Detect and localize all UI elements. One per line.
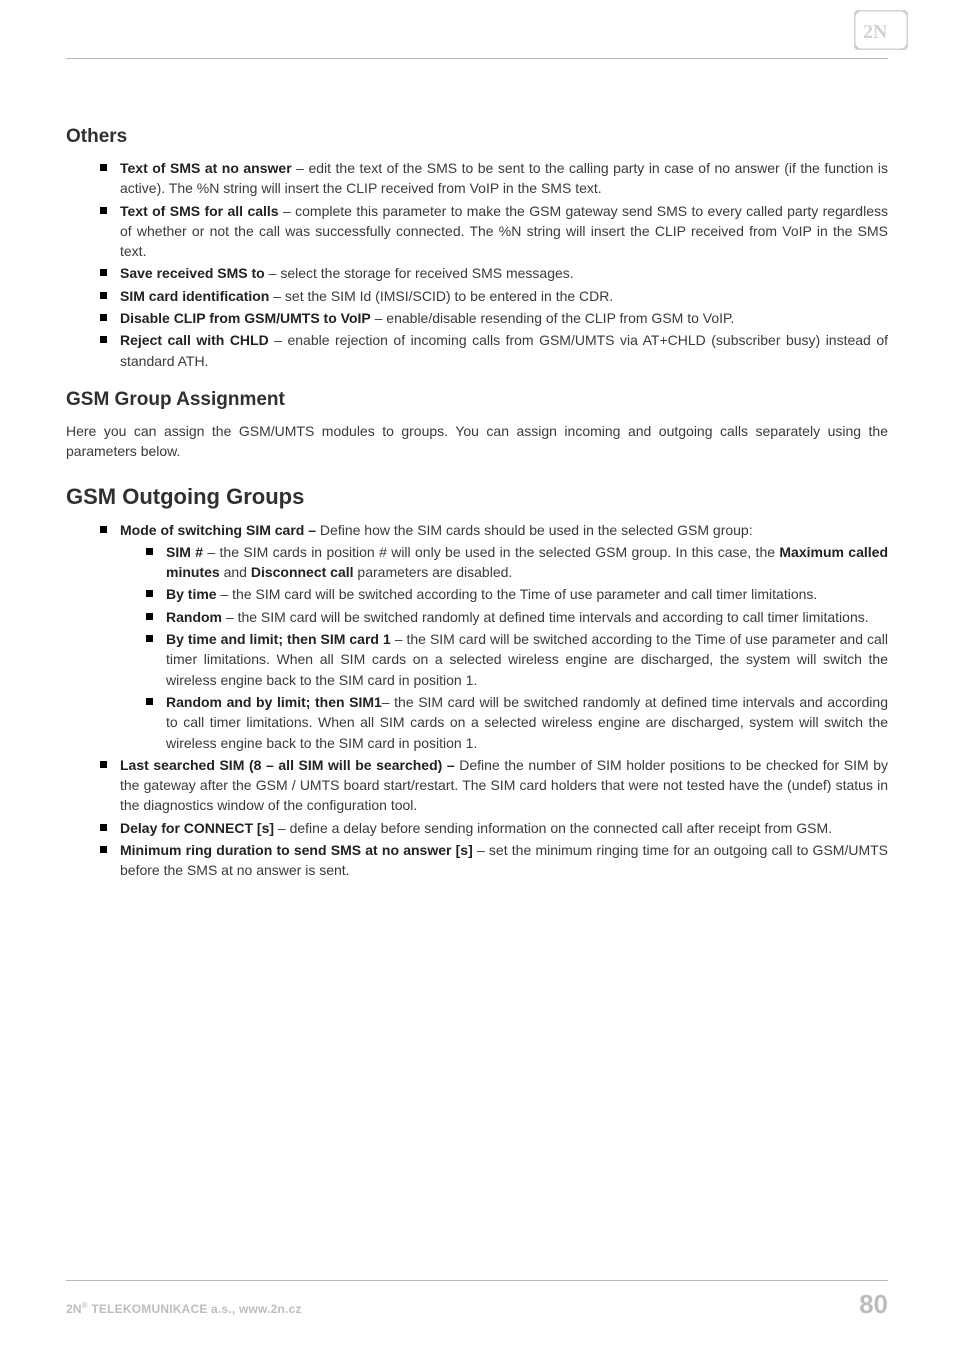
gsm-assign-para: Here you can assign the GSM/UMTS modules… [66,421,888,462]
svg-text:2N: 2N [863,21,888,43]
list-item: SIM # – the SIM cards in position # will… [166,542,888,583]
list-item: SIM card identification – set the SIM Id… [120,286,888,306]
page-number: 80 [859,1289,888,1320]
list-item: Random – the SIM card will be switched r… [166,607,888,627]
footer-left-text: 2N® TELEKOMUNIKACE a.s., www.2n.cz [66,1301,302,1316]
footer-prefix: 2N [66,1302,82,1316]
page-footer: 2N® TELEKOMUNIKACE a.s., www.2n.cz 80 [66,1280,888,1320]
term: SIM # [166,544,203,560]
term: By time [166,586,217,602]
body: – enable/disable resending of the CLIP f… [371,310,735,326]
term: SIM card identification [120,288,269,304]
term: Random and by limit; then SIM1 [166,694,382,710]
heading-gsm-group-assignment: GSM Group Assignment [66,389,888,411]
body: – select the storage for received SMS me… [265,265,574,281]
term: Delay for CONNECT [s] [120,820,274,836]
body: – define a delay before sending informat… [274,820,832,836]
heading-gsm-outgoing-groups: GSM Outgoing Groups [66,484,888,510]
term: Last searched SIM (8 – all SIM will be s… [120,757,455,773]
nested-list: SIM # – the SIM cards in position # will… [120,542,888,753]
brand-logo: 2N [854,10,908,50]
gsm-outgoing-list: Mode of switching SIM card – Define how … [66,520,888,881]
list-item: Delay for CONNECT [s] – define a delay b… [120,818,888,838]
list-item: Last searched SIM (8 – all SIM will be s… [120,755,888,816]
term: Save received SMS to [120,265,265,281]
list-item: Text of SMS for all calls – complete thi… [120,201,888,262]
list-item: Save received SMS to – select the storag… [120,263,888,283]
list-item: By time and limit; then SIM card 1 – the… [166,629,888,690]
term: Mode of switching SIM card – [120,522,316,538]
body: – the SIM card will be switched accordin… [217,586,818,602]
list-item: Reject call with CHLD – enable rejection… [120,330,888,371]
body: – set the SIM Id (IMSI/SCID) to be enter… [269,288,613,304]
body: and [220,564,251,580]
term: By time and limit; then SIM card 1 [166,631,391,647]
term: Text of SMS for all calls [120,203,279,219]
body: parameters are disabled. [354,564,513,580]
list-item: By time – the SIM card will be switched … [166,584,888,604]
footer-rest: TELEKOMUNIKACE a.s., www.2n.cz [88,1302,302,1316]
term: Minimum ring duration to send SMS at no … [120,842,473,858]
term: Reject call with CHLD [120,332,269,348]
list-item: Text of SMS at no answer – edit the text… [120,158,888,199]
content-area: Others Text of SMS at no answer – edit t… [66,126,888,881]
page: 2N Others Text of SMS at no answer – edi… [0,0,954,1350]
list-item: Random and by limit; then SIM1– the SIM … [166,692,888,753]
list-item: Disable CLIP from GSM/UMTS to VoIP – ena… [120,308,888,328]
mid-bold: Disconnect call [251,564,354,580]
body: Define how the SIM cards should be used … [316,522,753,538]
term: Disable CLIP from GSM/UMTS to VoIP [120,310,371,326]
body: – the SIM card will be switched randomly… [222,609,869,625]
others-list: Text of SMS at no answer – edit the text… [66,158,888,371]
list-item: Minimum ring duration to send SMS at no … [120,840,888,881]
body: – the SIM cards in position # will only … [203,544,779,560]
heading-others: Others [66,126,888,148]
term: Random [166,609,222,625]
footer-rule [66,1280,888,1281]
header-rule [66,58,888,59]
list-item: Mode of switching SIM card – Define how … [120,520,888,753]
footer-row: 2N® TELEKOMUNIKACE a.s., www.2n.cz 80 [66,1289,888,1320]
term: Text of SMS at no answer [120,160,292,176]
